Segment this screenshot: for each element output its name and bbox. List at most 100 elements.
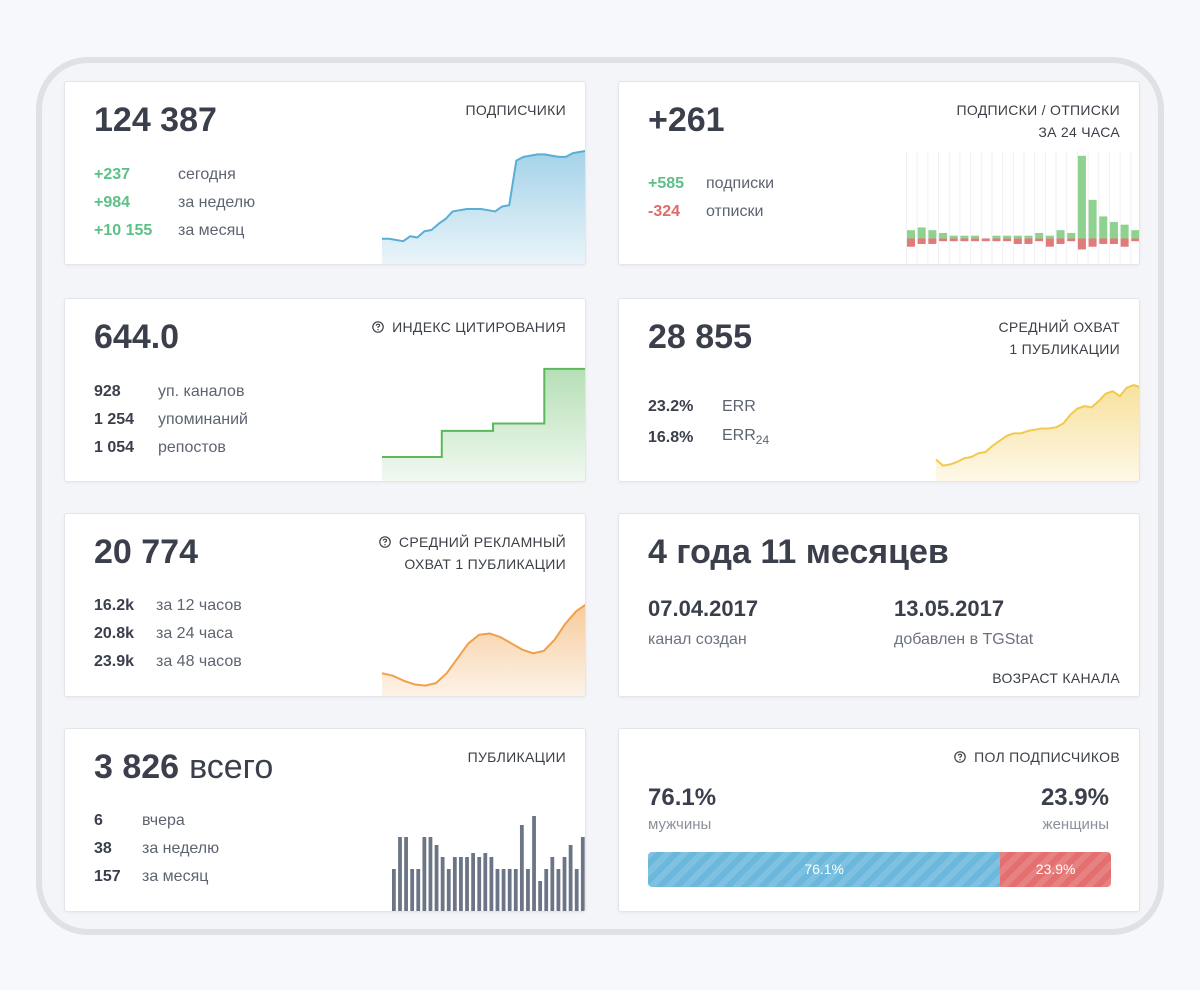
- negative-bar: [939, 238, 948, 242]
- title-line: ПОДПИСКИ / ОТПИСКИ: [956, 99, 1120, 121]
- bar: [574, 869, 579, 911]
- area-fill: [382, 368, 585, 481]
- negative-bar: [960, 238, 969, 242]
- positive-bar: [1131, 230, 1139, 239]
- sparkline: [935, 384, 1139, 481]
- help-dot: [384, 544, 386, 546]
- bar: [507, 869, 512, 911]
- stat-value: 23.9k: [94, 653, 135, 670]
- card-title: ПУБЛИКАЦИИ: [468, 746, 566, 768]
- stat-label: отписки: [706, 202, 763, 222]
- value-text: 3 826: [94, 748, 180, 786]
- card: 124 387 ПОДПИСЧИКИ +237 сегодня +984 за недел…: [64, 81, 586, 265]
- stat-label: сегодня: [178, 165, 236, 185]
- positive-bar: [992, 235, 1001, 239]
- stat-value: +237: [94, 166, 131, 183]
- negative-bar: [1045, 238, 1054, 247]
- share-bar: 23.9%: [1000, 852, 1111, 887]
- stat-label: за месяц: [178, 221, 244, 241]
- positive-bar: [928, 230, 937, 239]
- negative-bar: [1099, 238, 1108, 244]
- title-line: СРЕДНИЙ РЕКЛАМНЫЙ: [379, 531, 566, 553]
- title-text: ИНДЕКС ЦИТИРОВАНИЯ: [392, 319, 566, 335]
- negative-bar: [992, 238, 1001, 242]
- stat-label: за 48 часов: [156, 652, 242, 672]
- sparkline: [392, 816, 585, 911]
- positive-bar: [1077, 155, 1086, 239]
- negative-bar: [1003, 238, 1012, 242]
- stat-value: 38: [94, 840, 112, 857]
- stat-value: +984: [94, 194, 131, 211]
- help-circle: [954, 751, 966, 763]
- bar: [526, 869, 530, 911]
- bar: [580, 837, 585, 911]
- stat-label-text: за неделю: [142, 840, 220, 857]
- stat-label: за месяц: [142, 867, 208, 887]
- sparkline: [381, 603, 585, 696]
- stat-value: 16.2k: [94, 597, 135, 614]
- bar: [562, 857, 567, 911]
- bar: [538, 881, 543, 911]
- stat-value: -324: [648, 203, 681, 220]
- stat-value: +585: [648, 175, 685, 192]
- stat-label: ERR24: [722, 426, 769, 450]
- bar: [477, 857, 482, 911]
- positive-bar: [1056, 230, 1065, 239]
- positive-bar: [1003, 235, 1012, 239]
- positive-bar: [907, 230, 916, 239]
- card: 4 года 11 месяцев 07.04.2017 канал создан 1…: [618, 513, 1140, 697]
- stat-label: вчера: [142, 811, 185, 831]
- negative-bar: [907, 238, 916, 247]
- negative-bar: [1035, 238, 1044, 242]
- stat-value: 23.2%: [648, 398, 694, 415]
- bar: [452, 857, 457, 911]
- date: 13.05.2017: [894, 596, 1005, 621]
- share-label: женщины: [1042, 816, 1109, 833]
- title-line: ИНДЕКС ЦИТИРОВАНИЯ: [372, 316, 566, 338]
- help-mark: [382, 538, 388, 543]
- stat-label-text: за месяц: [178, 222, 245, 239]
- bar: [544, 869, 549, 911]
- title-line: 1 ПУБЛИКАЦИИ: [998, 338, 1120, 360]
- stat-label-text: вчера: [142, 812, 185, 829]
- negative-bar: [1056, 238, 1065, 244]
- grid-background: [906, 152, 1139, 264]
- title-text: ПОДПИСЧИКИ: [465, 102, 566, 118]
- card-title: ПОЛ ПОДПИСЧИКОВ: [954, 746, 1120, 768]
- bar: [459, 857, 463, 911]
- stat-label-text: за 12 часов: [156, 597, 242, 614]
- bar: [392, 869, 396, 911]
- sparkline: [906, 152, 1139, 264]
- negative-bar: [1024, 238, 1033, 244]
- card-footer: ВОЗРАСТ КАНАЛА: [992, 670, 1120, 686]
- positive-bar: [949, 235, 958, 239]
- bar: [410, 869, 415, 911]
- stat-value: 928: [94, 383, 121, 400]
- negative-bar: [1120, 238, 1129, 247]
- date: 07.04.2017: [648, 596, 759, 621]
- stat-label-text: ERR: [722, 426, 756, 444]
- stat-value: 1 254: [94, 411, 135, 428]
- stat-label-sub: 24: [755, 433, 770, 448]
- big-value: 3 826 всего: [94, 747, 273, 787]
- stat-value: 16.8%: [648, 429, 694, 446]
- stat-value: 6: [94, 812, 103, 829]
- share-bar: 76.1%: [648, 852, 1001, 887]
- bar: [428, 837, 433, 911]
- title-text: ОХВАТ 1 ПУБЛИКАЦИИ: [404, 556, 566, 572]
- positive-bar: [960, 235, 969, 239]
- bar: [532, 816, 536, 911]
- stat-label: подписки: [706, 174, 774, 194]
- share-label: мужчины: [648, 816, 712, 833]
- title-line: ПОДПИСЧИКИ: [465, 99, 566, 121]
- negative-bar: [1013, 238, 1022, 244]
- title-line: СРЕДНИЙ ОХВАТ: [998, 316, 1120, 338]
- title-text: ПОЛ ПОДПИСЧИКОВ: [974, 749, 1120, 765]
- positive-bar: [971, 235, 980, 239]
- negative-bar: [928, 238, 937, 244]
- negative-bar: [1067, 238, 1076, 242]
- title-text: ПУБЛИКАЦИИ: [467, 749, 566, 765]
- value-text: 644.0: [94, 318, 180, 356]
- card-title: ИНДЕКС ЦИТИРОВАНИЯ: [372, 316, 566, 338]
